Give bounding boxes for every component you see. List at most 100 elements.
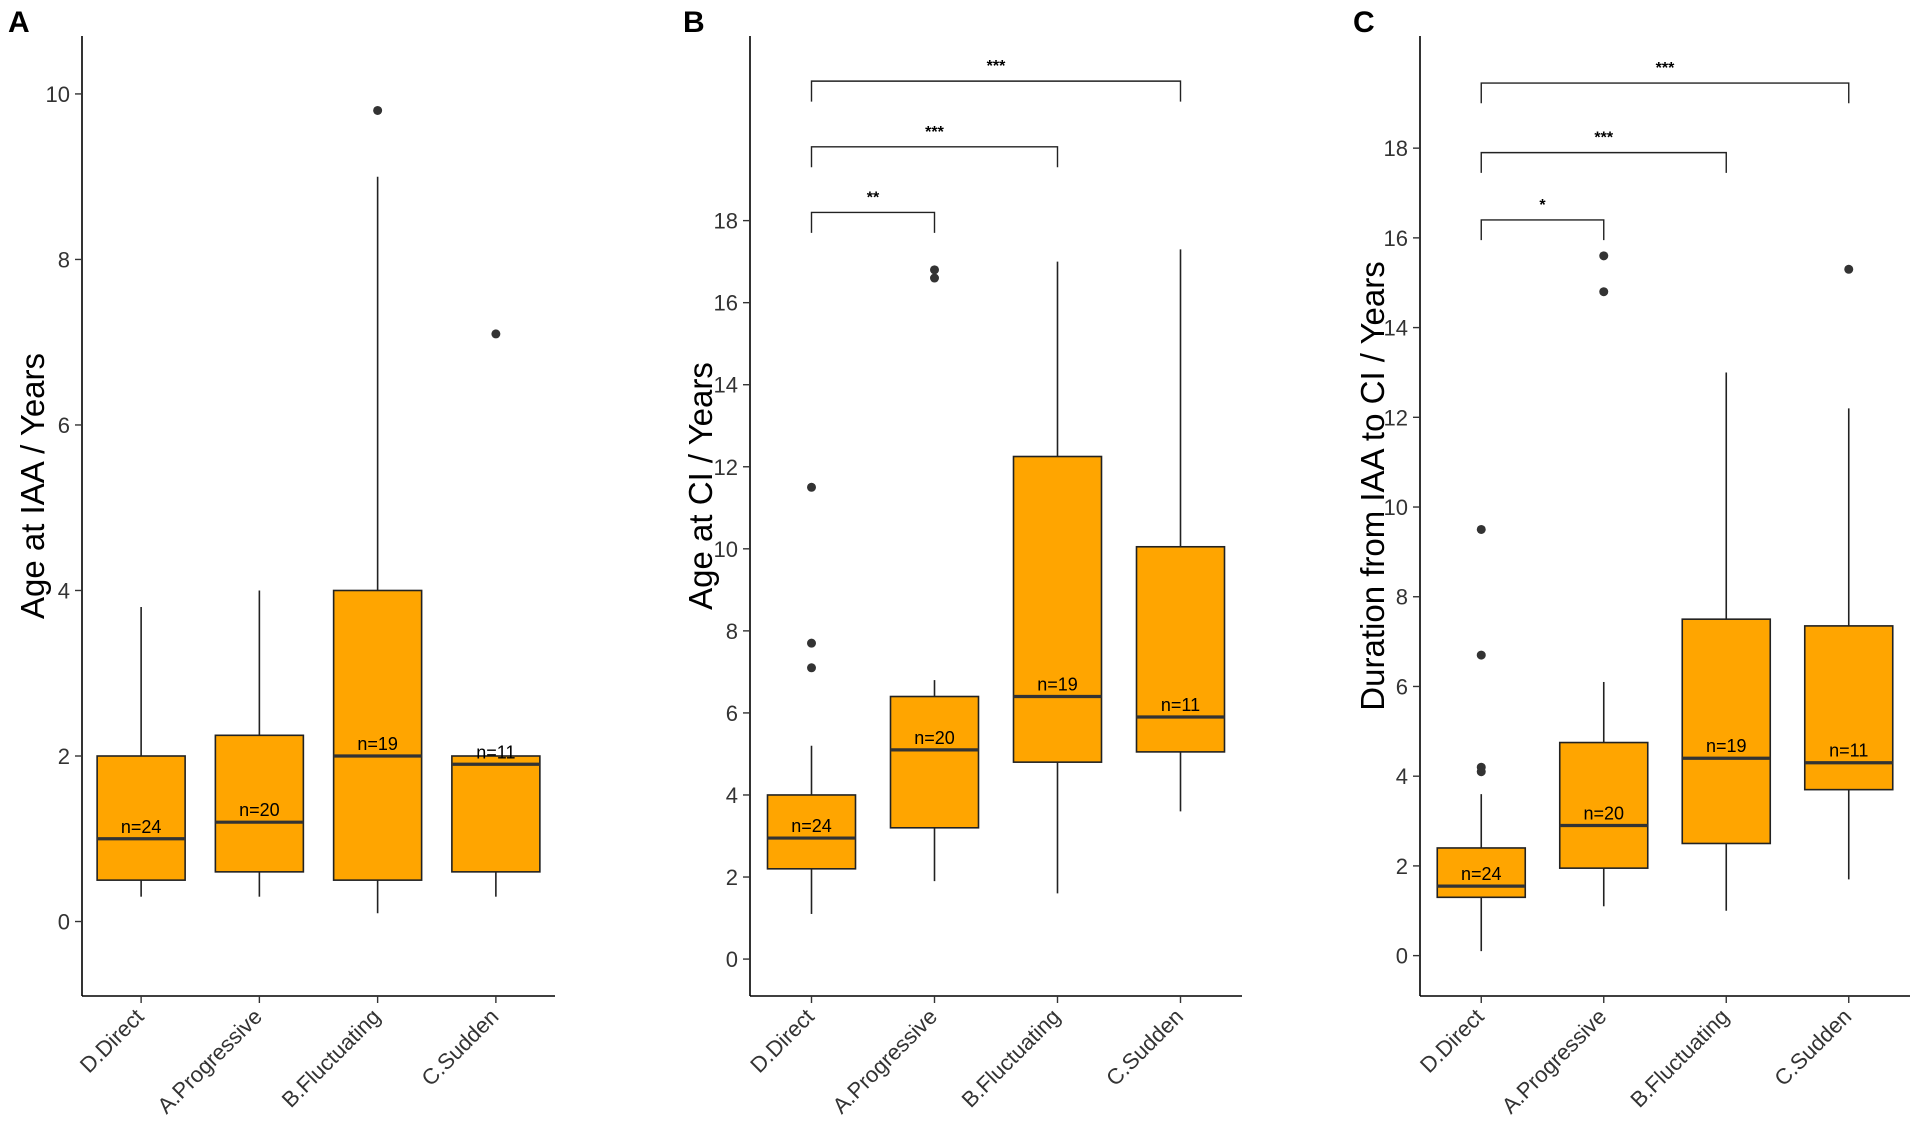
significance-label: *** xyxy=(987,58,1006,75)
n-label: n=24 xyxy=(791,816,832,836)
y-tick-label: 16 xyxy=(714,291,738,316)
y-tick-label: 2 xyxy=(58,744,70,769)
n-label: n=19 xyxy=(1037,675,1078,695)
n-label: n=19 xyxy=(357,734,398,754)
y-tick-label: 6 xyxy=(1396,674,1408,699)
n-label: n=19 xyxy=(1706,736,1747,756)
panel-a: A 0 2 4 6 8 10 Age at IAA / Years n=24 n=20 n=19 n=… xyxy=(8,6,555,1118)
box-b-fluctuating: n=19 xyxy=(1012,261,1103,894)
y-tick-label: 4 xyxy=(726,783,738,808)
panel-c: C 0 2 4 6 8 10 12 14 16 18 Duration from IAA to CI … xyxy=(1353,6,1910,1118)
box-iqr xyxy=(1012,455,1103,763)
x-tick-label: D.Direct xyxy=(1415,1004,1489,1078)
significance-bracket xyxy=(810,211,936,233)
y-tick-label: 12 xyxy=(1384,405,1408,430)
y-tick-label: 2 xyxy=(1396,854,1408,879)
y-tick-label: 10 xyxy=(46,82,70,107)
outlier-point xyxy=(491,329,501,339)
n-label: n=11 xyxy=(1829,741,1868,761)
y-axis-title: Age at IAA / Years xyxy=(14,353,51,619)
box-iqr xyxy=(1803,625,1894,791)
box-c-sudden: n=11 xyxy=(1135,249,1226,812)
box-c-sudden: n=11 xyxy=(451,329,541,897)
box-iqr xyxy=(1135,545,1226,753)
y-axis-title: Duration from IAA to CI / Years xyxy=(1354,261,1391,710)
outlier-point xyxy=(1844,264,1854,274)
box-iqr xyxy=(1681,618,1772,845)
y-tick-label: 8 xyxy=(1396,585,1408,610)
x-tick-label: C.Sudden xyxy=(417,1004,504,1091)
significance-bracket xyxy=(1480,151,1727,173)
box-b-fluctuating: n=19 xyxy=(1681,372,1772,911)
x-tick-label: B.Fluctuating xyxy=(1625,1004,1733,1112)
box-c-sudden: n=11 xyxy=(1803,264,1894,880)
significance-label: ** xyxy=(867,189,880,206)
n-label: n=20 xyxy=(239,800,280,820)
box-b-fluctuating: n=19 xyxy=(332,105,423,914)
y-tick-label: 0 xyxy=(726,947,738,972)
x-tick-label: C.Sudden xyxy=(1769,1004,1856,1091)
panel-b: B 0 2 4 6 8 10 12 14 16 18 Age at CI / Years n=24 n=2… xyxy=(682,6,1242,1118)
box-iqr xyxy=(766,794,857,870)
box-iqr xyxy=(1436,847,1527,899)
y-tick-label: 2 xyxy=(726,865,738,890)
n-label: n=20 xyxy=(1583,804,1624,824)
significance-label: *** xyxy=(925,124,944,141)
y-tick-label: 0 xyxy=(58,910,70,935)
y-tick-label: 18 xyxy=(1384,136,1408,161)
y-tick-label: 10 xyxy=(1384,495,1408,520)
n-label: n=11 xyxy=(476,742,515,762)
box-a-progressive: n=20 xyxy=(1558,251,1649,907)
panel-letter: C xyxy=(1353,6,1375,39)
significance-label: *** xyxy=(1594,130,1613,147)
box-iqr xyxy=(1558,741,1649,869)
n-label: n=24 xyxy=(1461,864,1502,884)
panel-letter: B xyxy=(683,6,705,39)
y-tick-label: 6 xyxy=(726,701,738,726)
box-iqr xyxy=(451,755,541,873)
x-tick-label: A.Progressive xyxy=(828,1004,943,1119)
y-axis-title: Age at CI / Years xyxy=(682,362,719,610)
outlier-point xyxy=(1599,251,1609,261)
y-tick-label: 12 xyxy=(714,455,738,480)
y-tick-label: 16 xyxy=(1384,226,1408,251)
box-iqr xyxy=(96,755,186,881)
box-a-progressive: n=20 xyxy=(214,590,305,897)
box-iqr xyxy=(889,695,980,829)
x-tick-label: D.Direct xyxy=(745,1004,819,1078)
outlier-point xyxy=(373,105,383,115)
x-tick-label: B.Fluctuating xyxy=(277,1004,385,1112)
y-tick-label: 6 xyxy=(58,413,70,438)
box-a-progressive: n=20 xyxy=(889,265,980,882)
significance-label: * xyxy=(1539,197,1546,214)
significance-bracket xyxy=(1480,219,1605,241)
significance-bracket xyxy=(810,80,1182,102)
box-d-direct: n=24 xyxy=(766,482,857,914)
n-label: n=20 xyxy=(914,728,955,748)
x-tick-label: A.Progressive xyxy=(152,1004,267,1119)
outlier-point xyxy=(1599,287,1609,297)
x-tick-label: C.Sudden xyxy=(1101,1004,1188,1091)
outlier-point xyxy=(807,663,816,673)
significance-label: *** xyxy=(1656,60,1675,77)
n-label: n=24 xyxy=(121,817,162,837)
outlier-point xyxy=(1476,524,1486,534)
significance-bracket xyxy=(1480,82,1850,104)
y-tick-label: 8 xyxy=(726,619,738,644)
n-label: n=11 xyxy=(1161,695,1200,715)
x-tick-label: A.Progressive xyxy=(1497,1004,1612,1119)
y-tick-label: 8 xyxy=(58,247,70,272)
outlier-point xyxy=(807,638,816,648)
significance-bracket xyxy=(810,146,1059,168)
box-d-direct: n=24 xyxy=(1436,524,1527,952)
y-tick-label: 10 xyxy=(714,537,738,562)
panel-letter: A xyxy=(8,6,30,39)
outlier-point xyxy=(930,273,939,283)
x-tick-label: D.Direct xyxy=(75,1004,149,1078)
y-tick-label: 14 xyxy=(714,373,738,398)
outlier-point xyxy=(1476,650,1486,660)
outlier-point xyxy=(930,265,939,275)
x-tick-label: B.Fluctuating xyxy=(957,1004,1065,1112)
y-tick-label: 0 xyxy=(1396,944,1408,969)
